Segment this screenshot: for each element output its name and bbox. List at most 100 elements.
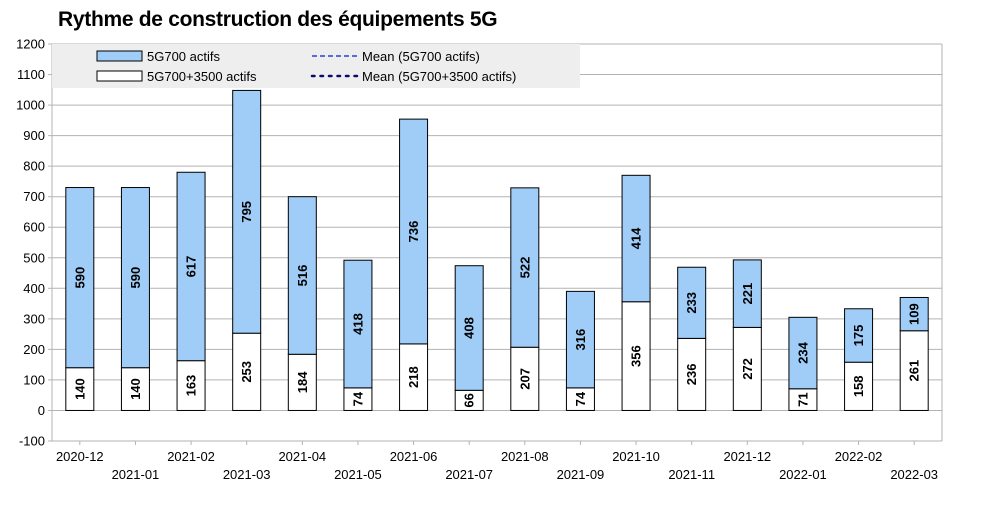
data-label-5g700-3500: 140: [128, 378, 143, 400]
data-label-5g700-3500: 71: [795, 392, 810, 406]
x-tick-label: 2021-04: [278, 449, 326, 464]
x-tick-label: 2021-09: [557, 467, 605, 482]
bar-segment-5g700: [732, 259, 762, 328]
data-label-5g700: 175: [851, 325, 866, 347]
y-tick-label: 900: [23, 128, 45, 143]
data-label-5g700: 617: [184, 256, 199, 278]
x-tick-label: 2021-01: [112, 467, 160, 482]
data-label-5g700-3500: 236: [684, 364, 699, 386]
data-label-5g700: 109: [907, 303, 922, 325]
x-tick-label: 2021-07: [445, 467, 493, 482]
x-tick-label: 2021-03: [223, 467, 271, 482]
y-tick-label: 400: [23, 281, 45, 296]
bar-segment-5g700: [621, 174, 651, 303]
y-tick-label: 800: [23, 159, 45, 174]
data-label-5g700-3500: 356: [629, 345, 644, 367]
y-tick-label: 1100: [17, 67, 45, 82]
bar-segment-5g700: [677, 266, 707, 339]
bar-segment-5g700-3500: [232, 332, 262, 411]
data-label-5g700-3500: 261: [907, 360, 922, 382]
x-tick-label: 2022-01: [779, 467, 827, 482]
data-label-5g700: 516: [295, 265, 310, 287]
legend-label: Mean (5G700 actifs): [362, 49, 480, 64]
data-label-5g700: 408: [462, 317, 477, 339]
x-tick-label: 2021-08: [501, 449, 549, 464]
y-tick-label: 200: [23, 342, 45, 357]
y-tick-label: 300: [23, 311, 45, 326]
legend-label: Mean (5G700+3500 actifs): [362, 69, 516, 84]
legend-swatch: [96, 70, 143, 82]
data-label-5g700-3500: 74: [350, 391, 365, 406]
data-label-5g700: 233: [684, 292, 699, 314]
legend-swatch: [96, 50, 143, 62]
y-tick-label: 100: [23, 372, 45, 387]
bar-segment-5g700: [899, 296, 929, 332]
data-label-5g700-3500: 272: [740, 358, 755, 380]
bar-segment-5g700: [844, 308, 874, 363]
bars: 140 590 140 590 163 617 253 795 184 516 74 418 218 73…: [65, 89, 929, 411]
data-label-5g700: 590: [128, 267, 143, 289]
data-label-5g700: 414: [629, 227, 644, 249]
bar-segment-5g700: [565, 290, 595, 389]
bar-segment-5g700: [287, 196, 317, 355]
y-tick-label: 600: [23, 220, 45, 235]
y-tick-label: 700: [23, 189, 45, 204]
data-label-5g700: 736: [406, 221, 421, 243]
bar-segment-5g700-3500: [677, 337, 707, 411]
data-label-5g700-3500: 253: [239, 361, 254, 383]
data-label-5g700: 234: [795, 341, 810, 363]
y-tick-label: 500: [23, 250, 45, 265]
bar-segment-5g700-3500: [621, 301, 651, 411]
bar-segment-5g700-3500: [399, 343, 429, 411]
bar-segment-5g700: [176, 171, 206, 362]
data-label-5g700-3500: 74: [573, 391, 588, 406]
bar-segment-5g700: [454, 265, 484, 391]
x-tick-label: 2021-05: [334, 467, 382, 482]
y-tick-label: 1000: [16, 98, 45, 113]
x-tick-label: 2022-03: [890, 467, 938, 482]
data-label-5g700-3500: 207: [517, 368, 532, 390]
bar-segment-5g700: [343, 259, 373, 389]
bar-segment-5g700: [120, 187, 150, 369]
bar-segment-5g700: [65, 187, 95, 369]
legend: 5G700 actifs Mean (5G700 actifs) 5G700+350…: [52, 44, 580, 88]
bar-segment-5g700: [232, 89, 262, 334]
x-tick-label: 2021-10: [612, 449, 660, 464]
bar-segment-5g700-3500: [899, 330, 929, 411]
x-axis: 2020-12 2021-01 2021-02 2021-03 2021-04 2021-…: [52, 440, 942, 482]
data-label-5g700-3500: 218: [406, 366, 421, 388]
data-label-5g700-3500: 163: [184, 375, 199, 397]
data-label-5g700: 590: [72, 267, 87, 289]
x-tick-label: 2020-12: [56, 449, 104, 464]
y-tick-label: 1200: [16, 37, 45, 52]
x-tick-label: 2022-02: [835, 449, 883, 464]
data-label-5g700-3500: 184: [295, 371, 310, 393]
x-tick-label: 2021-06: [390, 449, 438, 464]
bar-segment-5g700: [510, 187, 540, 348]
data-label-5g700-3500: 66: [462, 393, 477, 407]
data-label-5g700: 221: [740, 283, 755, 305]
data-label-5g700: 795: [239, 201, 254, 223]
y-tick-label: -100: [19, 434, 45, 449]
x-tick-label: 2021-12: [723, 449, 771, 464]
y-axis: -100 0 100 200 300 400 500 600 700 800 900 1000 1100…: [16, 37, 52, 449]
bar-segment-5g700: [399, 118, 429, 345]
data-label-5g700-3500: 140: [72, 378, 87, 400]
bar-segment-5g700-3500: [844, 361, 874, 411]
data-label-5g700: 522: [517, 257, 532, 279]
data-label-5g700-3500: 158: [851, 375, 866, 397]
bar-segment-5g700-3500: [176, 360, 206, 411]
legend-label: 5G700 actifs: [147, 49, 220, 64]
bar-segment-5g700-3500: [732, 326, 762, 411]
x-tick-label: 2021-02: [167, 449, 215, 464]
bar-segment-5g700-3500: [65, 367, 95, 411]
data-label-5g700: 418: [350, 313, 365, 335]
x-tick-label: 2021-11: [668, 467, 715, 482]
chart-title: Rythme de construction des équipements 5…: [58, 8, 498, 31]
bar-segment-5g700-3500: [120, 367, 150, 411]
y-tick-label: 0: [38, 403, 45, 418]
legend-label: 5G700+3500 actifs: [147, 69, 257, 84]
data-label-5g700: 316: [573, 329, 588, 351]
bar-segment-5g700: [788, 316, 818, 390]
